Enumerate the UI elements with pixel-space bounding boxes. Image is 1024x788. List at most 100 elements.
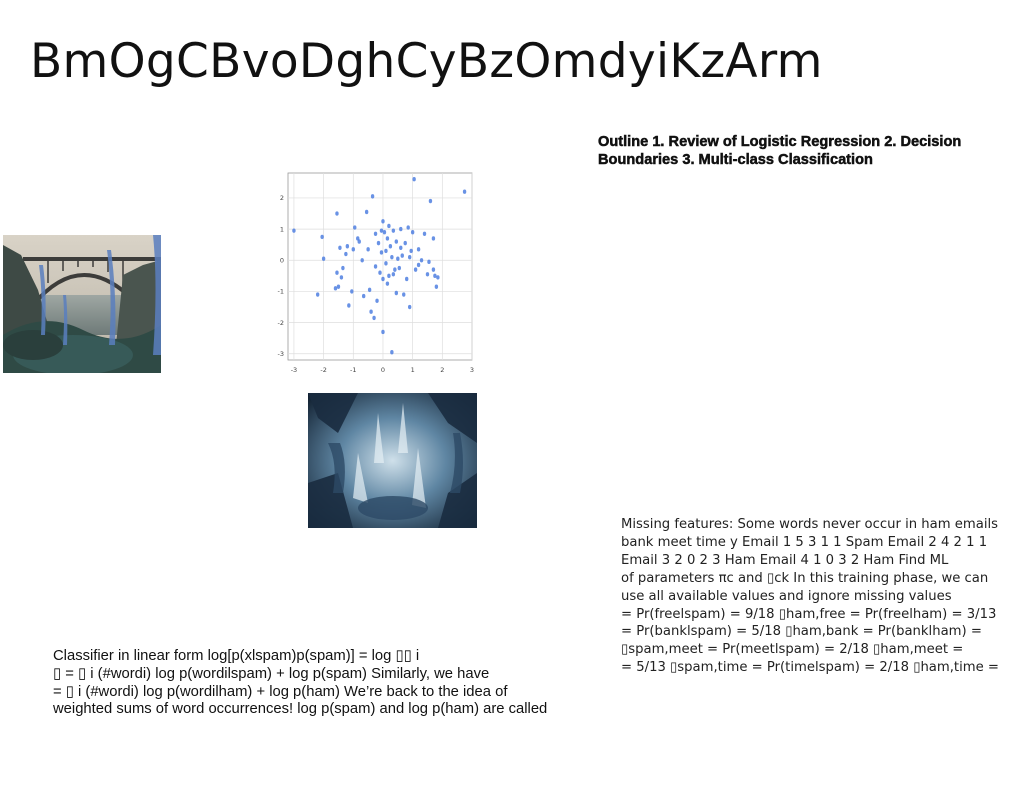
scatter-point — [375, 298, 379, 303]
plot-border — [287, 172, 473, 361]
text-line: weighted sums of word occurrences! log p… — [53, 701, 548, 718]
scatter-point — [407, 254, 412, 260]
scatter-point — [436, 275, 440, 280]
scatter-point — [410, 230, 415, 235]
scatter-point — [347, 303, 351, 308]
scatter-point — [353, 225, 357, 230]
scatter-point — [431, 267, 436, 272]
x-tick-label: 3 — [470, 366, 474, 374]
scatter-point — [427, 259, 431, 265]
scatter-point — [335, 270, 339, 275]
missing-features-text: Missing features: Some words never occur… — [621, 516, 1024, 677]
bridge-photo-art — [3, 235, 161, 373]
scatter-point — [338, 245, 342, 250]
text-line: of parameters πc and ▯ck In this trainin… — [621, 570, 989, 586]
scatter-point — [367, 287, 372, 293]
scatter-point — [381, 276, 385, 282]
text-line: Classifier in linear form log[p(xlspam)p… — [53, 648, 420, 664]
bridge-photo — [3, 235, 161, 373]
plot-points — [292, 177, 467, 355]
plot-ticks: -3 -2 -1 0 1 2 3 2 1 0 -1 -2 -3 — [278, 194, 475, 374]
scatter-point — [370, 194, 375, 199]
scatter-point — [391, 228, 396, 233]
scatter-point — [403, 240, 407, 246]
scatter-point — [345, 244, 350, 249]
scatter-point — [391, 272, 396, 277]
y-tick-label: -3 — [278, 350, 284, 358]
scatter-point — [399, 245, 403, 250]
outline-text: Outline 1. Review of Logistic Regression… — [598, 134, 962, 169]
scatter-point — [320, 234, 324, 240]
scatter-point — [402, 292, 406, 297]
scatter-point — [388, 244, 393, 249]
scatter-point — [366, 247, 370, 252]
plot-area — [287, 172, 473, 361]
scatter-point — [364, 209, 369, 215]
y-tick-label: 2 — [280, 194, 284, 202]
scatter-point — [384, 248, 388, 254]
classifier-text: Classifier in linear form log[p(xlspam)p… — [53, 648, 613, 719]
text-line: = 5/13 ▯spam,time = Pr(timelspam) = 2/18… — [621, 660, 999, 676]
scatter-point — [379, 228, 384, 233]
scatter-point — [369, 309, 373, 314]
cave-photo-art — [308, 393, 477, 528]
scatter-point — [416, 262, 421, 268]
scatter-point — [433, 273, 437, 279]
scatter-point — [321, 256, 326, 261]
scatter-point — [397, 265, 401, 271]
scatter-point — [390, 254, 394, 260]
scatter-point — [344, 251, 348, 257]
scatter-point — [361, 293, 366, 299]
x-tick-label: -1 — [350, 366, 356, 374]
scatter-point — [462, 189, 467, 194]
x-tick-label: 1 — [411, 366, 415, 374]
text-line: use all available values and ignore miss… — [621, 588, 952, 604]
scatter-point — [387, 273, 391, 279]
scatter-point — [431, 236, 436, 241]
scatter-plot: -3 -2 -1 0 1 2 3 2 1 0 -1 -2 -3 — [278, 172, 475, 374]
scatter-point — [396, 256, 400, 261]
scatter-point — [405, 276, 409, 282]
scatter-point — [393, 267, 397, 272]
scatter-point — [335, 211, 339, 216]
y-tick-label: 0 — [280, 257, 284, 265]
cave-photo — [308, 393, 477, 528]
scatter-point — [394, 290, 399, 296]
text-line: = Pr(freelspam) = 9/18 ▯ham,free = Pr(fr… — [621, 606, 997, 622]
scatter-point — [412, 177, 416, 182]
text-line: ▯ = ▯ i (#wordi) log p(wordilspam) + log… — [53, 665, 490, 682]
x-tick-label: -2 — [320, 366, 326, 374]
scatter-point — [434, 284, 439, 289]
plot-grid — [288, 173, 473, 360]
scatter-point — [333, 286, 338, 291]
text-line: Missing features: Some words never occur… — [621, 517, 999, 532]
text-line: = Pr(banklspam) = 5/18 ▯ham,bank = Pr(ba… — [621, 624, 982, 640]
scatter-point — [419, 258, 424, 263]
scatter-point — [387, 223, 391, 229]
scatter-point — [425, 272, 430, 277]
scatter-point — [382, 230, 387, 235]
scatter-point — [336, 284, 341, 289]
scatter-point — [381, 219, 385, 224]
scatter-point — [350, 289, 354, 294]
scatter-point — [339, 275, 344, 280]
scatter-point — [394, 239, 399, 244]
scatter-point — [351, 247, 355, 252]
scatter-point — [413, 267, 418, 272]
scatter-point — [373, 264, 378, 269]
scatter-point — [341, 265, 345, 271]
scatter-point — [428, 198, 433, 204]
x-tick-label: 2 — [440, 366, 444, 374]
scatter-point — [381, 329, 385, 335]
scatter-point — [360, 258, 364, 263]
scatter-point — [390, 350, 394, 355]
text-line: bank meet time y Email 1 5 3 1 1 Spam Em… — [621, 534, 988, 550]
scatter-point — [315, 292, 320, 297]
x-tick-label: -3 — [291, 366, 297, 374]
y-tick-label: -1 — [278, 288, 284, 296]
scatter-point — [409, 248, 413, 254]
text-line: ▯spam,meet = Pr(meetlspam) = 2/18 ▯ham,m… — [621, 642, 964, 658]
scatter-point — [372, 315, 376, 321]
scatter-point — [379, 250, 384, 255]
scatter-point — [400, 253, 404, 258]
